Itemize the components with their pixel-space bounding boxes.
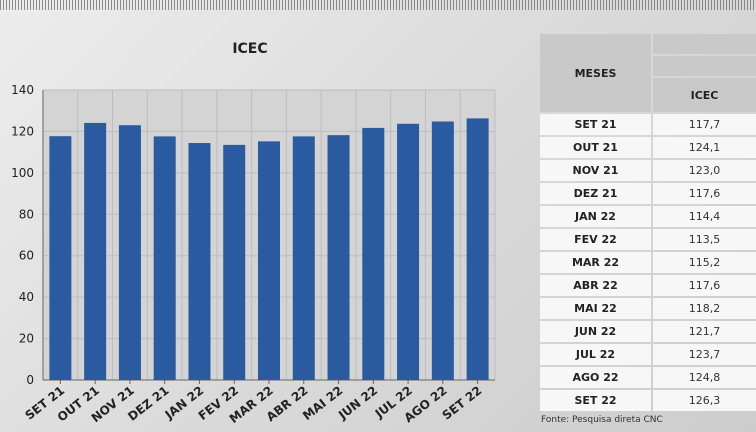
table-cell-value: 123,7 (653, 344, 756, 365)
table-cell-value: 117,6 (653, 275, 756, 296)
bar (223, 144, 246, 380)
table-cell-value: 123,0 (653, 160, 756, 181)
table-cell-month: OUT 21 (540, 137, 651, 158)
bar (292, 136, 315, 380)
data-table: MESES ICEC SET 21 117,7 OUT 21 124,1 NOV 21 1… (540, 34, 756, 411)
y-tick-label: 140 (11, 83, 34, 97)
bar (258, 141, 280, 380)
table-cell-month: MAI 22 (540, 298, 651, 319)
top-dotted-border (0, 0, 756, 10)
table-cell-month: SET 21 (540, 114, 651, 135)
table-cell-value: 124,8 (653, 367, 756, 388)
y-tick-label: 120 (11, 124, 34, 138)
chart-title: ICEC (232, 41, 268, 57)
source-note: Fonte: Pesquisa direta CNC (541, 415, 663, 425)
x-tick-label: SET 22 (440, 383, 485, 422)
bar (49, 136, 72, 380)
x-tick-label: MAI 22 (300, 383, 345, 423)
bar (431, 121, 454, 380)
bar (327, 135, 350, 380)
table-cell-value: 114,4 (653, 206, 756, 227)
table-cell-month: AGO 22 (540, 367, 651, 388)
y-tick-label: 20 (19, 332, 34, 346)
table-cell-month: FEV 22 (540, 229, 651, 250)
table-cell-month: ABR 22 (540, 275, 651, 296)
x-tick-label: JUN 22 (335, 383, 380, 422)
table-cell-value: 121,7 (653, 321, 756, 342)
bar (466, 118, 489, 380)
table-cell-month: NOV 21 (540, 160, 651, 181)
bar (153, 136, 176, 380)
table-cell-month: MAR 22 (540, 252, 651, 273)
table-cell-month: JUL 22 (540, 344, 651, 365)
table-cell-value: 124,1 (653, 137, 756, 158)
table-header-months: MESES (540, 34, 651, 112)
table-header-blank-2 (653, 56, 756, 76)
y-tick-label: 40 (19, 290, 34, 304)
table-header-icec: ICEC (653, 78, 756, 112)
bar (118, 125, 141, 380)
table-cell-value: 115,2 (653, 252, 756, 273)
y-tick-label: 0 (26, 373, 34, 387)
table-cell-month: SET 22 (540, 390, 651, 411)
table-header-blank-1 (653, 34, 756, 54)
table-cell-value: 117,7 (653, 114, 756, 135)
y-tick-label: 60 (19, 249, 34, 263)
y-tick-label: 100 (11, 166, 34, 180)
table-cell-month: DEZ 21 (540, 183, 651, 204)
bar (84, 122, 107, 380)
bar (188, 143, 211, 380)
table-cell-month: JAN 22 (540, 206, 651, 227)
table-cell-value: 118,2 (653, 298, 756, 319)
table-cell-value: 117,6 (653, 183, 756, 204)
bar (397, 123, 420, 380)
bar (362, 127, 385, 381)
table-cell-month: JUN 22 (540, 321, 651, 342)
table-cell-value: 113,5 (653, 229, 756, 250)
table-cell-value: 126,3 (653, 390, 756, 411)
y-tick-label: 80 (19, 207, 34, 221)
